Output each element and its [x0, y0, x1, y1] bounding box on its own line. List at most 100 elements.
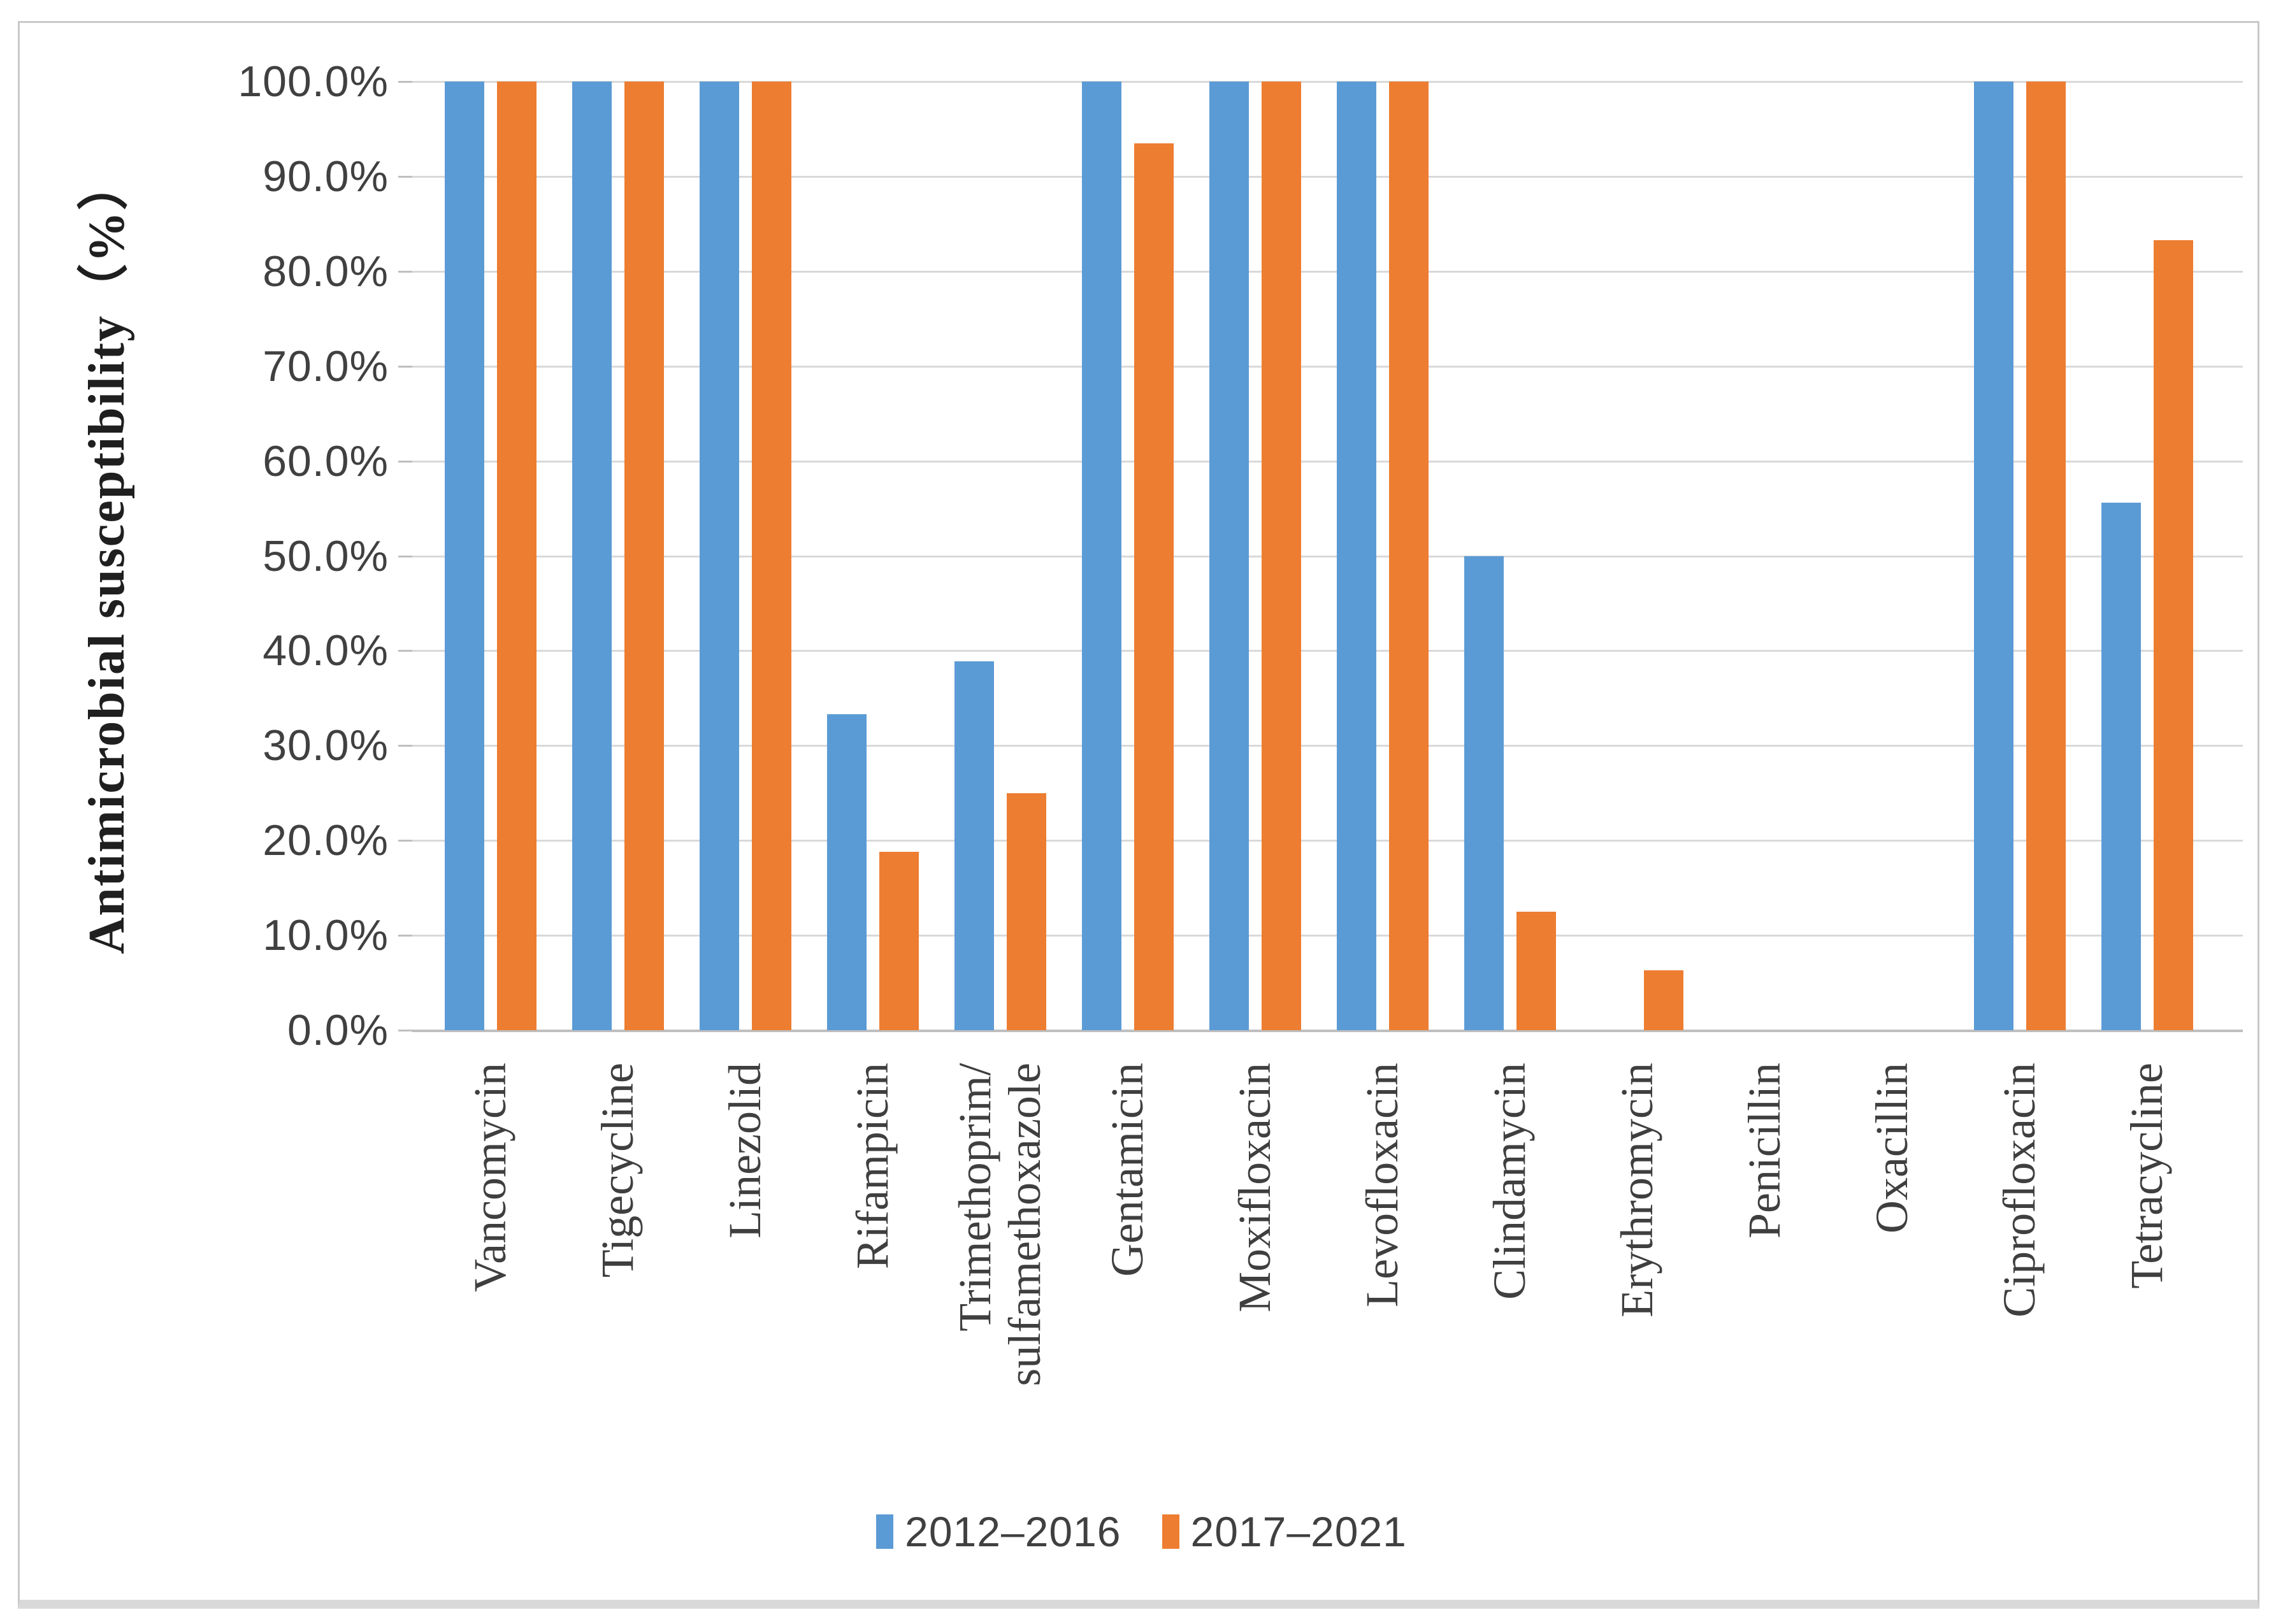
- x-label-cell-moxifloxacin: Moxifloxacin: [1192, 1063, 1319, 1534]
- x-label-erythromycin: Erythromycin: [1611, 1063, 1663, 1318]
- bar-2012-2016-vancomycin: [445, 82, 484, 1030]
- legend-item-2017-2021: 2017–2021: [1162, 1507, 1407, 1556]
- bar-group-trimethoprim-: [937, 82, 1064, 1030]
- y-tick-mark-80.0%: [398, 270, 412, 273]
- bar-2017-2021-vancomycin: [497, 82, 537, 1030]
- x-label-tigecycline: Tigecycline: [592, 1063, 644, 1278]
- bar-group-ciprofloxacin: [1956, 82, 2084, 1030]
- bar-2012-2016-linezolid: [700, 82, 739, 1030]
- x-label-cell-gentamicin: Gentamicin: [1064, 1063, 1192, 1534]
- legend-item-2012-2016: 2012–2016: [876, 1507, 1121, 1556]
- x-label-clindamycin: Clindamycin: [1484, 1063, 1536, 1300]
- x-label-gentamicin: Gentamicin: [1102, 1063, 1153, 1277]
- gridline-100.0%: [412, 81, 2243, 83]
- bar-group-oxacillin: [1829, 82, 1956, 1030]
- bar-2017-2021-linezolid: [752, 82, 791, 1030]
- bar-2012-2016-clindamycin: [1464, 556, 1504, 1030]
- bar-2012-2016-rifampicin: [827, 714, 867, 1030]
- bar-group-rifampicin: [809, 82, 937, 1030]
- gridline-40.0%: [412, 650, 2243, 652]
- bar-2017-2021-gentamicin: [1134, 143, 1174, 1030]
- y-tick-mark-0.0%: [398, 1030, 412, 1031]
- x-label-tetracycline: Tetracycline: [2121, 1063, 2173, 1289]
- legend-swatch: [1162, 1514, 1179, 1549]
- y-tick-label: 80.0%: [263, 247, 389, 296]
- y-tick-mark-90.0%: [398, 175, 412, 178]
- gridline-50.0%: [412, 555, 2243, 557]
- x-label-cell-ciprofloxacin: Ciprofloxacin: [1956, 1063, 2084, 1534]
- x-label-oxacillin: Oxacillin: [1866, 1063, 1918, 1233]
- y-tick-mark-100.0%: [398, 81, 412, 83]
- x-label-cell-linezolid: Linezolid: [682, 1063, 809, 1534]
- legend-label: 2017–2021: [1190, 1508, 1407, 1555]
- x-label-linezolid: Linezolid: [719, 1063, 771, 1239]
- bar-2017-2021-moxifloxacin: [1262, 82, 1301, 1030]
- x-label-vancomycin: Vancomycin: [465, 1063, 516, 1292]
- bar-2017-2021-levofloxacin: [1389, 82, 1429, 1030]
- x-label-cell-erythromycin: Erythromycin: [1574, 1063, 1701, 1534]
- legend-label: 2012–2016: [905, 1508, 1121, 1555]
- y-tick-mark-20.0%: [398, 840, 412, 842]
- y-tick-label: 70.0%: [263, 341, 389, 391]
- bar-group-levofloxacin: [1319, 82, 1446, 1030]
- bar-2012-2016-trimethoprim-: [954, 661, 994, 1030]
- y-tick-label: 0.0%: [287, 1006, 389, 1054]
- x-label-trimethoprim-: Trimethoprim/ sulfamethoxazole: [949, 1063, 1050, 1386]
- y-tick-label: 20.0%: [263, 816, 389, 865]
- y-axis-tick-labels: 100.0% 90.0% 80.0% 70.0% 60.0% 50.0% 40.0% 30.0…: [0, 57, 389, 1054]
- x-label-cell-clindamycin: Clindamycin: [1446, 1063, 1574, 1534]
- gridline-60.0%: [412, 460, 2243, 463]
- y-tick-mark-70.0%: [398, 365, 412, 368]
- x-label-cell-penicillin: Penicillin: [1701, 1063, 1829, 1534]
- bar-group-tigecycline: [554, 82, 682, 1030]
- bar-2017-2021-clindamycin: [1516, 911, 1556, 1030]
- bar-2012-2016-levofloxacin: [1337, 82, 1376, 1030]
- bar-2017-2021-ciprofloxacin: [2026, 82, 2066, 1030]
- x-label-moxifloxacin: Moxifloxacin: [1229, 1063, 1281, 1312]
- x-label-cell-tigecycline: Tigecycline: [554, 1063, 682, 1534]
- gridline-20.0%: [412, 840, 2243, 842]
- bar-group-linezolid: [682, 82, 809, 1030]
- x-axis-labels: Vancomycin Tigecycline Linezolid Rifampicin…: [412, 1063, 2243, 1534]
- y-tick-mark-50.0%: [398, 555, 412, 557]
- x-label-cell-vancomycin: Vancomycin: [427, 1063, 554, 1534]
- bar-group-penicillin: [1701, 82, 1829, 1030]
- bar-group-vancomycin: [427, 82, 554, 1030]
- x-label-cell-tetracycline: Tetracycline: [2084, 1063, 2211, 1534]
- plot-area: [398, 81, 2243, 1032]
- x-label-cell-rifampicin: Rifampicin: [809, 1063, 937, 1534]
- bar-2012-2016-tetracycline: [2101, 503, 2141, 1030]
- x-label-cell-levofloxacin: Levofloxacin: [1319, 1063, 1446, 1534]
- bar-groups: [412, 82, 2243, 1030]
- gridline-70.0%: [412, 365, 2243, 368]
- legend-swatch: [876, 1514, 894, 1549]
- y-tick-label: 50.0%: [263, 531, 389, 580]
- legend: 2012–2016 2017–2021: [0, 1507, 2283, 1556]
- bar-2017-2021-tetracycline: [2154, 240, 2193, 1030]
- gridline-10.0%: [412, 935, 2243, 937]
- bar-2017-2021-trimethoprim-: [1007, 793, 1046, 1030]
- y-tick-label: 100.0%: [238, 57, 389, 106]
- bar-2012-2016-tigecycline: [572, 82, 612, 1030]
- bar-group-tetracycline: [2084, 82, 2211, 1030]
- gridline-80.0%: [412, 270, 2243, 273]
- gridline-30.0%: [412, 745, 2243, 747]
- y-tick-mark-10.0%: [398, 935, 412, 937]
- y-tick-label: 90.0%: [263, 152, 389, 201]
- bar-group-clindamycin: [1446, 82, 1574, 1030]
- y-tick-label: 40.0%: [263, 626, 389, 675]
- y-tick-mark-60.0%: [398, 460, 412, 463]
- x-label-penicillin: Penicillin: [1739, 1063, 1790, 1239]
- y-tick-label: 10.0%: [263, 911, 389, 960]
- y-tick-label: 60.0%: [263, 436, 389, 485]
- bar-2012-2016-gentamicin: [1082, 82, 1121, 1030]
- x-label-rifampicin: Rifampicin: [847, 1063, 898, 1269]
- x-label-cell-trimethoprim-: Trimethoprim/ sulfamethoxazole: [937, 1063, 1064, 1534]
- bar-2012-2016-ciprofloxacin: [1974, 82, 2013, 1030]
- bar-group-moxifloxacin: [1192, 82, 1319, 1030]
- x-label-cell-oxacillin: Oxacillin: [1829, 1063, 1956, 1534]
- bar-2017-2021-rifampicin: [879, 852, 919, 1030]
- bar-2017-2021-erythromycin: [1644, 970, 1683, 1030]
- bar-group-erythromycin: [1574, 82, 1701, 1030]
